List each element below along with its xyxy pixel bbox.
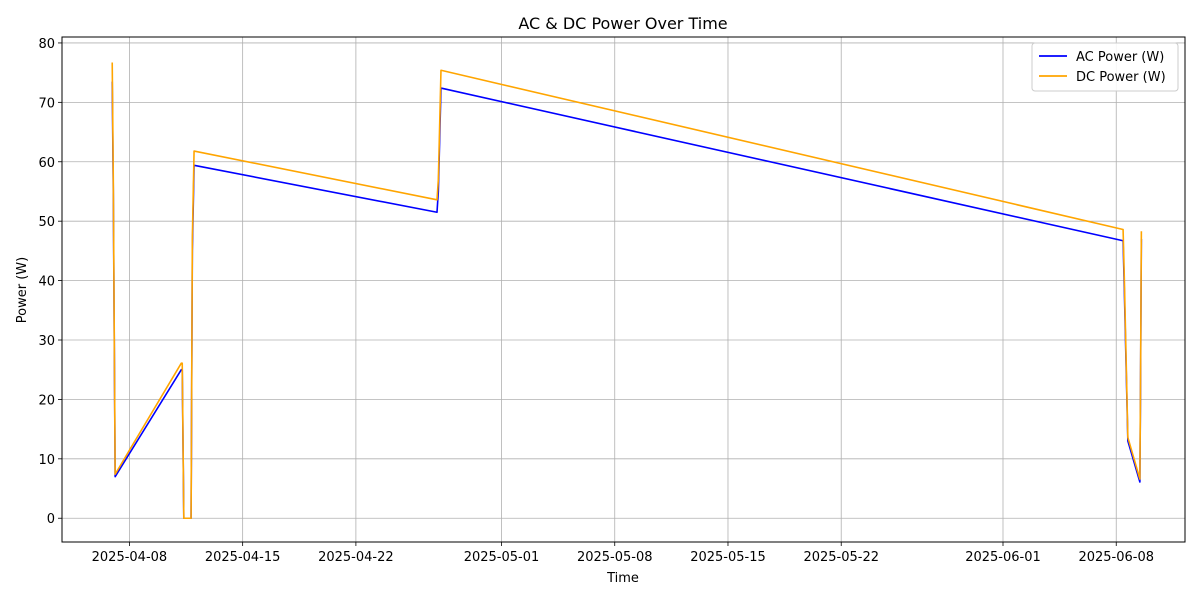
y-tick-label: 40 <box>38 275 55 290</box>
series-line-ac-power-w <box>111 81 1143 520</box>
y-axis-title: Power (W) <box>15 257 30 323</box>
y-tick-label: 20 <box>38 393 55 408</box>
x-tick-label: 2025-04-08 <box>92 550 168 565</box>
y-axis: 0 10 20 30 40 50 60 70 80 <box>38 37 62 527</box>
x-tick-label: 2025-05-08 <box>577 550 653 565</box>
y-tick-label: 70 <box>38 96 55 111</box>
x-tick-label: 2025-04-15 <box>205 550 281 565</box>
y-tick-label: 60 <box>38 156 55 171</box>
grid-lines <box>62 37 1185 542</box>
legend: AC Power (W) DC Power (W) <box>1031 42 1179 92</box>
plot-area-frame <box>61 36 1186 543</box>
y-tick-label: 0 <box>47 512 55 527</box>
x-axis: 2025-04-08 2025-04-15 2025-04-22 2025-05-01… <box>92 542 1154 565</box>
series-line-dc-power-w <box>111 62 1143 520</box>
y-tick-label: 10 <box>38 453 55 468</box>
legend-label-dc-power: DC Power (W) <box>1076 70 1166 85</box>
x-tick-label: 2025-06-08 <box>1078 550 1154 565</box>
y-tick-label: 80 <box>38 37 55 52</box>
legend-box <box>1031 42 1179 92</box>
x-tick-label: 2025-05-15 <box>690 550 766 565</box>
x-tick-label: 2025-04-22 <box>318 550 394 565</box>
legend-label-ac-power: AC Power (W) <box>1076 50 1164 65</box>
x-axis-title: Time <box>606 571 639 586</box>
y-tick-label: 30 <box>38 334 55 349</box>
x-tick-label: 2025-06-01 <box>965 550 1041 565</box>
y-tick-label: 50 <box>38 215 55 230</box>
x-tick-label: 2025-05-01 <box>464 550 540 565</box>
series-layer <box>111 62 1143 520</box>
chart-title: AC & DC Power Over Time <box>518 14 727 33</box>
x-tick-label: 2025-05-22 <box>803 550 879 565</box>
